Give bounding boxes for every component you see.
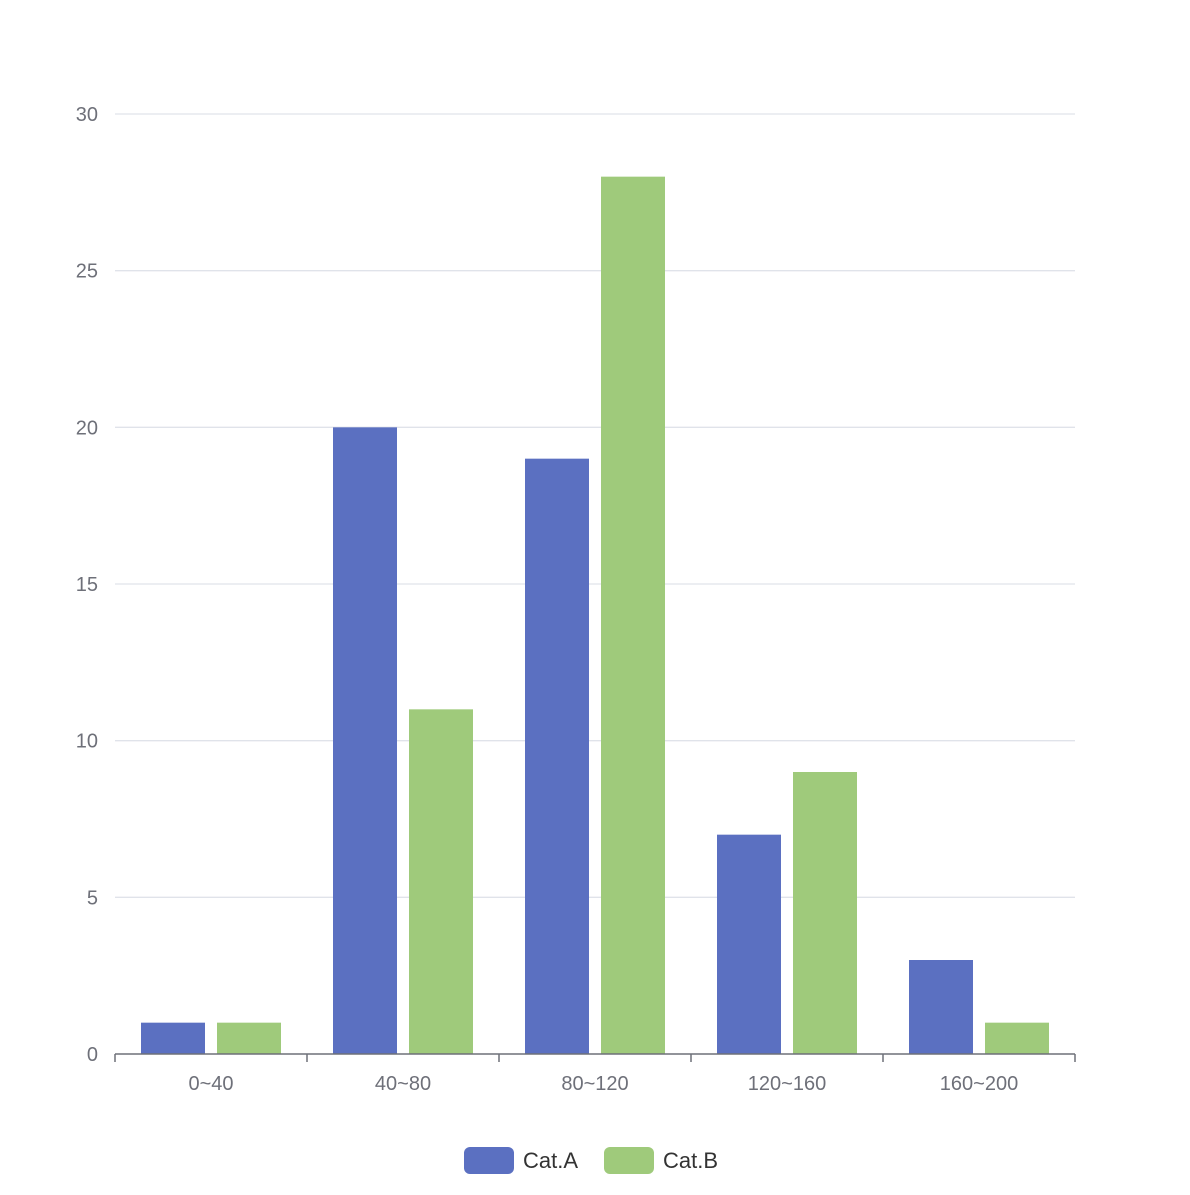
bar-cat-b-40~80 [409,709,473,1054]
bar-cat-b-120~160 [793,772,857,1054]
x-axis: 0~40 40~80 80~120 120~160 160~200 [114,1053,1076,1095]
legend-label: Cat.B [663,1148,718,1173]
x-tick-label: 40~80 [375,1073,431,1095]
grid-lines [115,113,1075,898]
legend-label: Cat.A [523,1148,578,1173]
y-tick-label: 25 [76,261,98,283]
bar-cat-a-120~160 [717,834,781,1054]
legend: Cat.A Cat.B [464,1147,718,1174]
bar-cat-a-40~80 [333,427,397,1054]
legend-swatch [464,1147,514,1174]
legend-swatch [604,1147,654,1174]
bars [141,176,1049,1055]
x-tick-label: 0~40 [188,1073,233,1095]
bar-cat-b-80~120 [601,176,665,1054]
y-tick-label: 30 [76,104,98,126]
bar-cat-a-160~200 [909,960,973,1054]
x-tick-label: 80~120 [561,1073,628,1095]
bar-cat-b-0~40 [217,1022,281,1054]
y-tick-label: 20 [76,417,98,439]
y-tick-label: 15 [76,574,98,596]
y-tick-label: 10 [76,731,98,753]
bar-cat-a-80~120 [525,458,589,1055]
x-tick-label: 160~200 [940,1073,1018,1095]
bar-cat-b-160~200 [985,1022,1049,1054]
y-tick-label: 0 [87,1044,98,1066]
bar-cat-a-0~40 [141,1022,205,1054]
x-tick-label: 120~160 [748,1073,826,1095]
y-axis: 0 5 10 15 20 25 30 [76,104,98,1066]
y-tick-label: 5 [87,887,98,909]
